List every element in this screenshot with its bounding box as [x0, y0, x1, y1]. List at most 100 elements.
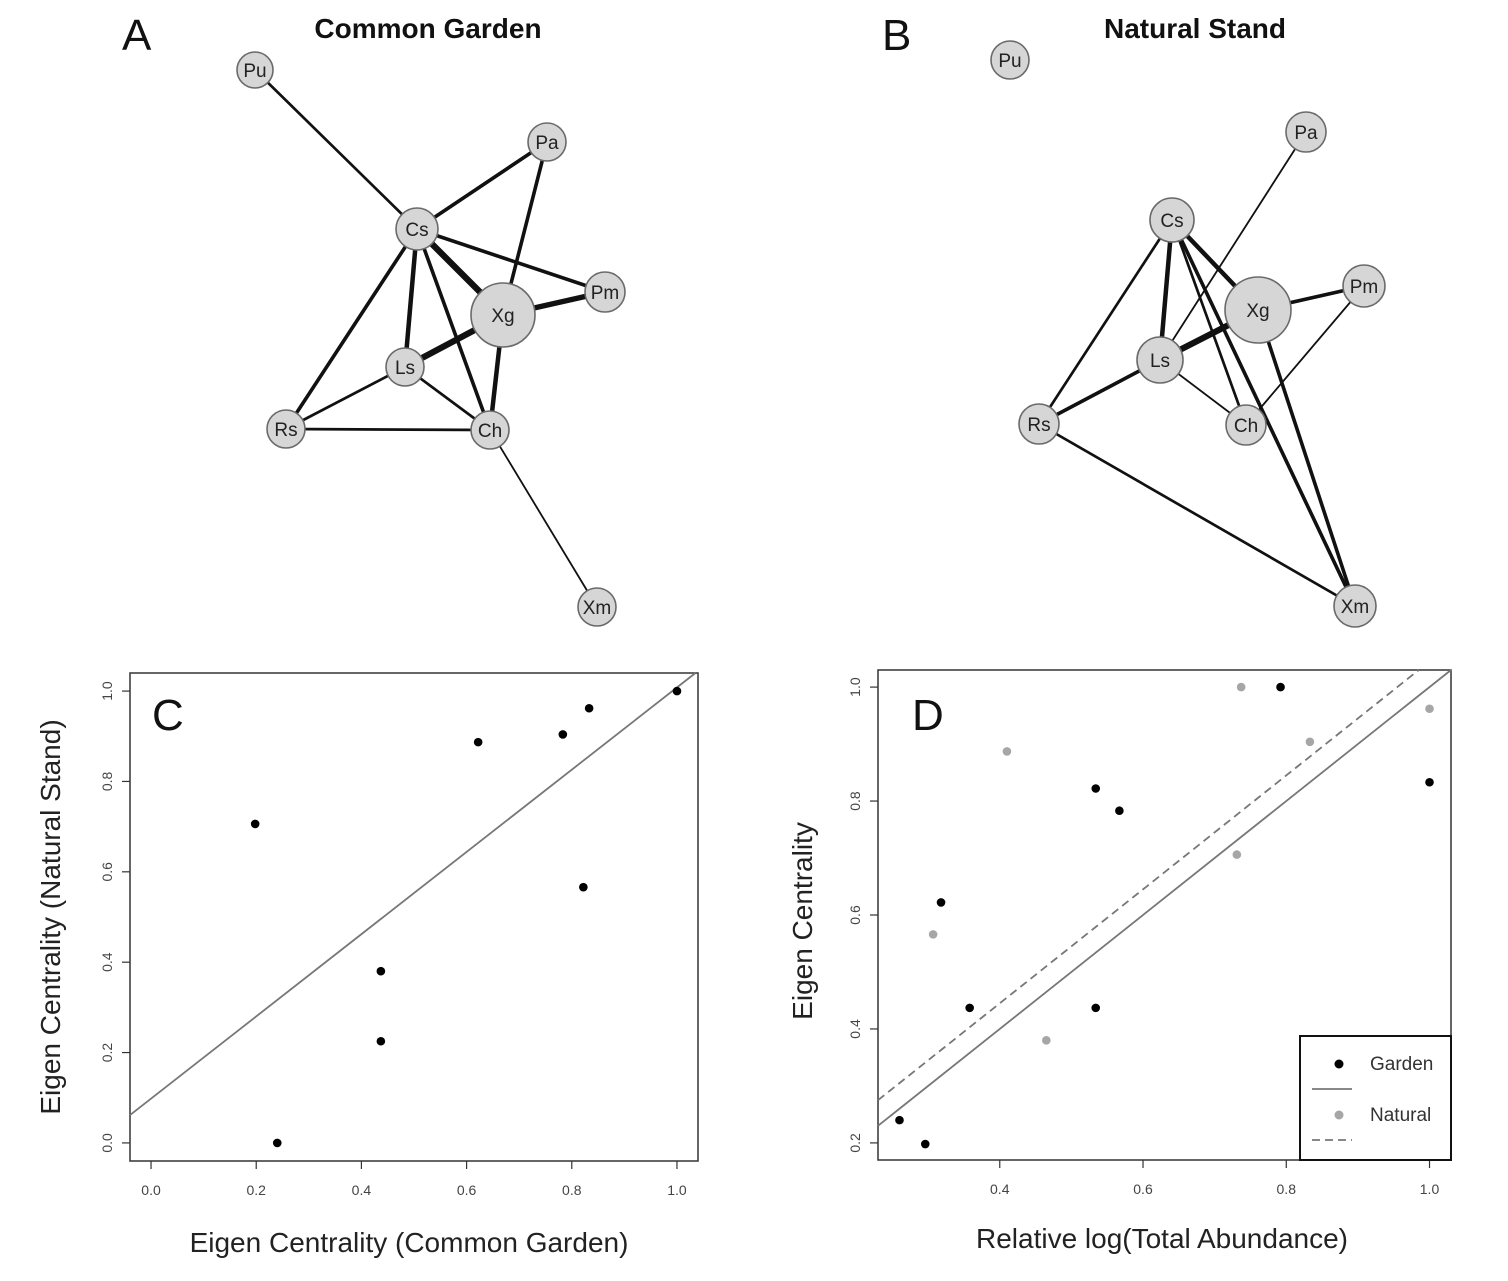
node-xg: Xg: [1224, 276, 1292, 344]
panel-b-title: Natural Stand: [1104, 13, 1286, 44]
node-label: Pu: [243, 61, 266, 82]
node-rs: Rs: [266, 409, 306, 449]
node-xg: Xg: [470, 282, 536, 348]
legend-natural-marker: [1334, 1110, 1344, 1120]
panel-c-fit: [129, 672, 697, 1116]
node-label: Rs: [1027, 415, 1050, 436]
panel-d-scatter: D 0.4 0.6 0.8 1.0 0.2 0.4 0.6 0.8 1.0 Garden Na…: [787, 669, 1452, 1254]
node-circle: [527, 122, 567, 162]
panel-b-network: B Natural Stand Pu Pa Cs Xg Pm Ls Rs Ch Xm: [882, 11, 1386, 628]
node-circle: [1149, 197, 1195, 243]
data-point: [376, 1036, 386, 1046]
panel-c-letter: C: [152, 691, 184, 740]
data-point-garden: [965, 1003, 974, 1013]
y-tick-label: 0.6: [847, 905, 863, 925]
data-point-natural: [1232, 850, 1242, 859]
y-tick-label: 1.0: [847, 677, 863, 697]
node-label: Xm: [1341, 597, 1370, 618]
panel-d-fits: [877, 669, 1452, 1127]
y-tick-label: 0.2: [847, 1133, 863, 1153]
node-circle: [1333, 584, 1377, 628]
node-label: Pm: [1350, 277, 1379, 298]
data-point-garden: [1115, 806, 1124, 816]
node-circle: [385, 347, 425, 387]
node-label: Cs: [405, 220, 428, 241]
data-point: [579, 882, 588, 892]
edge-pa-ls: [1159, 131, 1307, 361]
node-label: Cs: [1160, 211, 1183, 232]
node-circle: [236, 51, 274, 89]
node-circle: [990, 40, 1030, 80]
edge-cs-ls: [402, 226, 420, 370]
data-point: [272, 1138, 282, 1148]
panel-d-points: [895, 682, 1434, 1149]
node-cs: Cs: [1149, 197, 1195, 243]
node-xm: Xm: [577, 587, 617, 627]
node-label: Pu: [998, 51, 1021, 72]
node-pa: Pa: [1285, 111, 1327, 153]
node-circle: [1224, 276, 1292, 344]
edge-cs-pm: [415, 227, 607, 294]
x-tick-label: 1.0: [667, 1182, 687, 1198]
x-tick-label: 0.6: [457, 1182, 477, 1198]
data-point-natural: [1002, 747, 1012, 756]
data-point-garden: [1091, 784, 1101, 793]
y-tick-label: 0.4: [847, 1019, 863, 1039]
edge-cs-pa: [415, 140, 549, 231]
edge-cs-ch: [415, 227, 492, 432]
y-tick-label: 0.8: [847, 791, 863, 811]
panel-a-title: Common Garden: [314, 13, 541, 44]
panel-d-letter: D: [912, 691, 944, 740]
data-point: [250, 819, 260, 829]
legend-garden-marker: [1334, 1059, 1344, 1069]
node-label: Ch: [1234, 416, 1258, 437]
x-tick-label: 0.4: [990, 1181, 1010, 1197]
legend-garden-label: Garden: [1370, 1054, 1433, 1075]
edge-pu-cs: [253, 68, 419, 231]
data-point: [584, 703, 594, 713]
panel-a-letter: A: [122, 11, 152, 60]
panel-b-edges: [1037, 131, 1366, 608]
edge-rs-xm: [1037, 422, 1357, 608]
panel-c-plot-frame: [129, 672, 699, 1162]
edge-ls-rs: [284, 365, 407, 431]
node-label: Xg: [491, 306, 514, 327]
edge-cs-ch: [1170, 218, 1248, 427]
data-point: [558, 730, 568, 739]
panel-d-y-label: Eigen Centrality: [787, 822, 818, 1020]
node-ls: Ls: [385, 347, 425, 387]
data-point: [672, 686, 682, 696]
data-point-garden: [1091, 1003, 1101, 1013]
y-tick-label: 0.6: [99, 862, 115, 882]
data-point-natural: [1305, 737, 1315, 747]
panel-c-x-label: Eigen Centrality (Common Garden): [190, 1227, 629, 1258]
panel-a-nodes: Pu Pa Cs Pm Xg Ls Rs Ch Xm: [236, 51, 626, 627]
x-tick-label: 0.0: [141, 1182, 161, 1198]
panel-c-y-axis: 0.0 0.2 0.4 0.6 0.8 1.0: [99, 681, 130, 1153]
legend-natural-label: Natural: [1370, 1105, 1431, 1126]
node-label: Xg: [1246, 301, 1269, 322]
node-circle: [1136, 336, 1184, 384]
data-point-garden: [1276, 682, 1285, 692]
panel-d-x-axis: 0.4 0.6 0.8 1.0: [990, 1160, 1439, 1197]
node-pm: Pm: [584, 271, 626, 313]
y-tick-label: 0.4: [99, 952, 115, 972]
node-label: Pa: [1294, 123, 1318, 144]
panel-d-x-label: Relative log(Total Abundance): [976, 1223, 1348, 1254]
edge-xg-xm: [1256, 308, 1357, 608]
node-ch: Ch: [1225, 404, 1267, 446]
data-point-natural: [1425, 704, 1434, 714]
node-label: Ls: [395, 358, 415, 379]
panel-c-points: [250, 686, 682, 1148]
panel-c-x-axis: 0.0 0.2 0.4 0.6 0.8 1.0: [141, 1161, 687, 1198]
node-circle: [470, 282, 536, 348]
node-rs: Rs: [1018, 403, 1060, 445]
y-tick-label: 0.2: [99, 1043, 115, 1063]
x-tick-label: 0.4: [352, 1182, 372, 1198]
node-circle: [577, 587, 617, 627]
fit-line-garden: [877, 669, 1452, 1127]
panel-c-y-label: Eigen Centrality (Natural Stand): [35, 719, 66, 1114]
edge-cs-rs: [284, 227, 419, 431]
x-tick-label: 0.8: [562, 1182, 582, 1198]
node-xm: Xm: [1333, 584, 1377, 628]
